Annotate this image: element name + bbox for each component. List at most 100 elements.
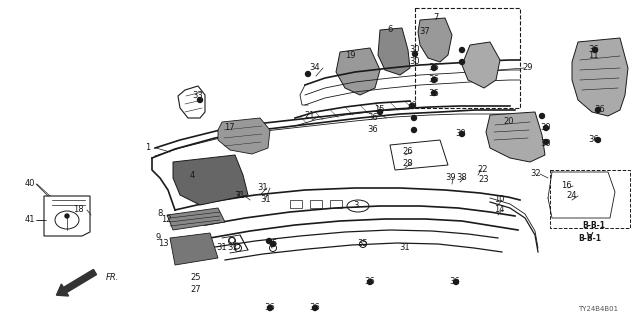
Polygon shape (378, 28, 410, 75)
Text: 36: 36 (429, 89, 440, 98)
Text: 31: 31 (228, 244, 238, 252)
Text: 37: 37 (420, 28, 430, 36)
Polygon shape (218, 118, 270, 154)
Text: 36: 36 (450, 277, 460, 286)
Text: 35: 35 (358, 239, 368, 249)
Text: 36: 36 (589, 45, 600, 54)
Text: 3: 3 (353, 202, 358, 211)
Text: 11: 11 (588, 52, 598, 60)
Circle shape (543, 140, 548, 145)
Text: B-B-1: B-B-1 (579, 234, 602, 243)
Circle shape (595, 138, 600, 142)
Circle shape (305, 71, 310, 76)
Text: 1: 1 (145, 143, 150, 153)
Circle shape (460, 132, 465, 137)
Text: 12: 12 (161, 215, 172, 225)
Bar (550, 170, 630, 228)
Circle shape (540, 114, 545, 118)
Text: 17: 17 (224, 124, 234, 132)
Text: 2: 2 (236, 191, 241, 201)
Text: 36: 36 (310, 303, 321, 313)
Text: 27: 27 (191, 285, 202, 294)
Circle shape (268, 306, 273, 310)
Text: 36: 36 (365, 277, 376, 286)
Text: B-B-1: B-B-1 (582, 221, 605, 230)
Circle shape (412, 127, 417, 132)
Text: 32: 32 (531, 170, 541, 179)
Text: 41: 41 (25, 215, 35, 225)
Polygon shape (572, 38, 628, 116)
Text: 31: 31 (258, 183, 268, 193)
Text: 36: 36 (367, 114, 378, 123)
Bar (290, 200, 302, 208)
Bar (415, 8, 520, 108)
Text: 6: 6 (387, 26, 393, 35)
Text: 39: 39 (445, 173, 456, 182)
Text: 31: 31 (217, 244, 227, 252)
Text: 4: 4 (189, 171, 195, 180)
Circle shape (412, 116, 417, 121)
Text: 30: 30 (541, 140, 551, 148)
Circle shape (367, 279, 372, 284)
Circle shape (266, 238, 271, 244)
Text: 36: 36 (406, 100, 417, 109)
Text: 15: 15 (374, 106, 384, 115)
Circle shape (198, 98, 202, 102)
Text: 28: 28 (403, 158, 413, 167)
Text: 36: 36 (595, 106, 605, 115)
Polygon shape (170, 233, 218, 265)
Circle shape (593, 47, 598, 52)
Circle shape (410, 103, 415, 108)
Text: 36: 36 (429, 76, 440, 84)
Polygon shape (418, 18, 452, 62)
Text: 25: 25 (191, 273, 201, 282)
Text: 22: 22 (477, 165, 488, 174)
Text: 10: 10 (493, 196, 504, 204)
Text: 7: 7 (433, 13, 438, 22)
FancyArrow shape (56, 269, 97, 296)
Bar (310, 200, 322, 208)
Polygon shape (486, 112, 545, 162)
Text: 30: 30 (456, 130, 467, 139)
Text: 29: 29 (523, 63, 533, 73)
Circle shape (460, 47, 465, 52)
Circle shape (431, 77, 436, 83)
Bar (508, 143, 516, 149)
Text: 26: 26 (403, 148, 413, 156)
Circle shape (431, 66, 436, 70)
Text: 30: 30 (410, 58, 420, 67)
Text: 36: 36 (367, 125, 378, 134)
Text: 14: 14 (493, 205, 504, 214)
Text: 20: 20 (504, 117, 515, 126)
Text: FR.: FR. (106, 274, 120, 283)
Circle shape (65, 214, 69, 218)
Text: 13: 13 (157, 238, 168, 247)
Text: 31: 31 (400, 244, 410, 252)
Polygon shape (173, 155, 248, 205)
Text: 31: 31 (260, 196, 271, 204)
Text: 38: 38 (456, 173, 467, 182)
Text: 8: 8 (157, 210, 163, 219)
Circle shape (413, 52, 417, 57)
Text: 24: 24 (567, 191, 577, 201)
Circle shape (460, 60, 465, 65)
Circle shape (431, 91, 436, 95)
Text: 31: 31 (235, 191, 245, 201)
Text: TY24B4B01: TY24B4B01 (578, 306, 618, 312)
Text: 36: 36 (264, 303, 275, 313)
Text: 36: 36 (429, 63, 440, 73)
Circle shape (378, 109, 383, 115)
Circle shape (271, 242, 275, 246)
Polygon shape (462, 42, 500, 88)
Text: 34: 34 (310, 63, 320, 73)
Text: 30: 30 (541, 124, 551, 132)
Circle shape (454, 279, 458, 284)
Text: 36: 36 (589, 135, 600, 145)
Text: 21: 21 (305, 111, 316, 121)
Text: 40: 40 (25, 180, 35, 188)
Text: 18: 18 (73, 205, 83, 214)
Text: 5: 5 (271, 238, 276, 247)
Circle shape (543, 125, 548, 131)
Bar (498, 143, 506, 149)
Circle shape (595, 108, 600, 113)
